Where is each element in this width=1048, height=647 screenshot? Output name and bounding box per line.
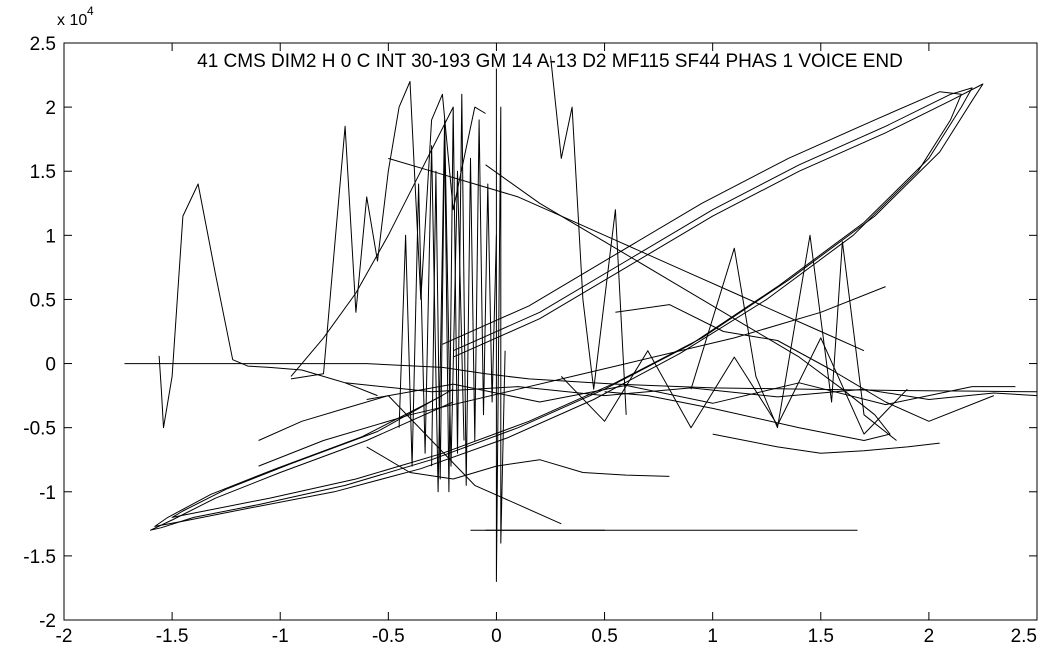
- y-tick-label: -0.5: [23, 419, 56, 440]
- series-line-3: [485, 164, 891, 441]
- y-exponent-base: x 10: [57, 12, 87, 29]
- y-tick-label: -1.5: [23, 547, 56, 568]
- series-line-17: [560, 337, 908, 435]
- series-line-4: [388, 157, 865, 352]
- series-line-8: [154, 91, 962, 527]
- y-tick-label: -1: [39, 483, 56, 504]
- series-line-18: [690, 234, 897, 441]
- series-line-6: [290, 106, 454, 377]
- series-line-9: [171, 83, 984, 518]
- series-line-5: [258, 286, 886, 467]
- x-tick-label: 2.5: [1011, 626, 1037, 647]
- x-tick-label: 0: [491, 626, 502, 647]
- series-line-22: [712, 433, 940, 454]
- y-tick-label: 0: [45, 355, 56, 376]
- chart-title: 41 CMS DIM2 H 0 C INT 30-193 GM 14 A-13 …: [197, 51, 903, 72]
- plot-area: [124, 55, 1037, 582]
- x-tick-label: 0.5: [591, 626, 617, 647]
- x-tick-label: -1: [272, 626, 289, 647]
- series-line-23: [615, 304, 994, 422]
- y-exponent-power: 4: [87, 4, 94, 18]
- series-line-16: [366, 382, 1016, 406]
- series-line-20: [258, 395, 562, 525]
- axes-box: [63, 42, 1038, 621]
- series-line-7: [150, 87, 973, 531]
- y-tick-label: 1.5: [30, 162, 56, 183]
- y-tick-label: 2.5: [30, 34, 56, 55]
- series-layer: [124, 55, 1037, 582]
- series-line-21: [366, 446, 670, 480]
- x-tick-label: -2: [56, 626, 73, 647]
- y-tick-label: 1: [45, 226, 56, 247]
- series-line-10: [431, 93, 497, 493]
- y-tick-label: -2: [39, 611, 56, 632]
- x-tick-label: -0.5: [372, 626, 405, 647]
- x-tick-label: 1.5: [808, 626, 834, 647]
- series-line-12: [495, 68, 506, 582]
- series-line-2: [290, 81, 486, 380]
- series-line-19: [550, 55, 627, 415]
- x-axis: -2 -1.5 -1 -0.5 0 0.5 1 1.5 2 2.5: [56, 43, 1038, 647]
- y-tick-label: 0.5: [30, 290, 56, 311]
- x-tick-label: -1.5: [156, 626, 189, 647]
- y-tick-label: 2: [45, 98, 56, 119]
- x-tick-label: 2: [924, 626, 935, 647]
- y-axis: -2 -1.5 -1 -0.5 0 0.5 1 1.5 2 2.5: [23, 34, 1037, 632]
- series-line-15: [345, 382, 1037, 400]
- x-tick-label: 1: [707, 626, 718, 647]
